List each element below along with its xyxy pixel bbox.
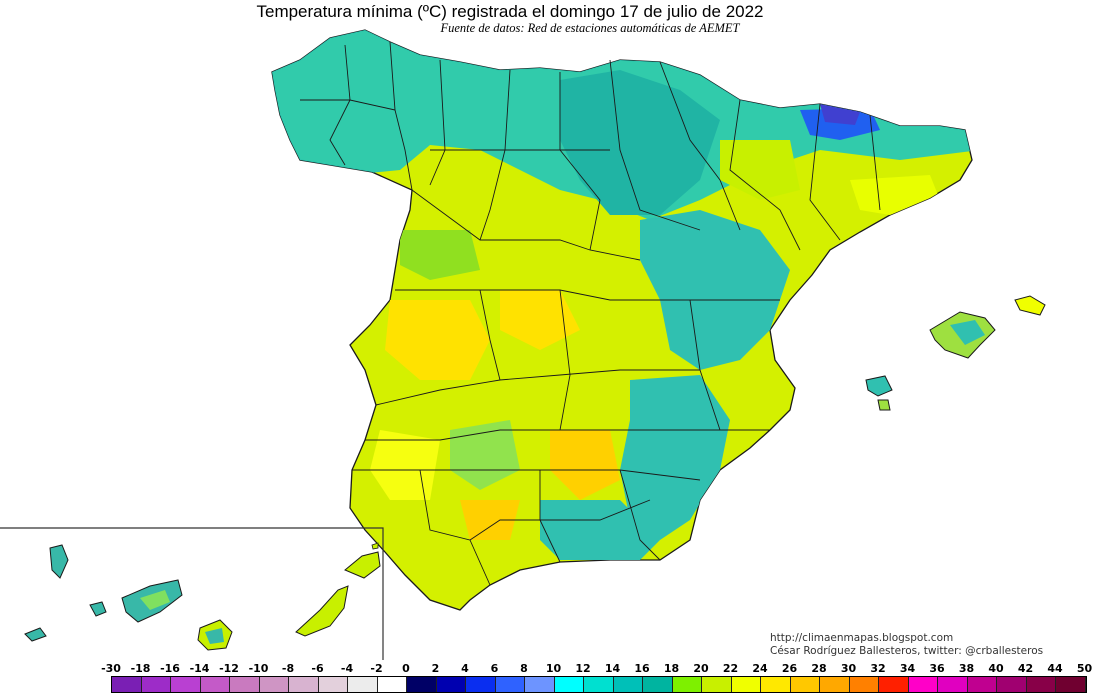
- legend-swatch: [879, 677, 909, 692]
- legend-label: 8: [520, 662, 528, 675]
- legend-label: 34: [899, 662, 916, 675]
- legend-label: 6: [490, 662, 499, 675]
- legend-labels: -30 -18 -16 -14 -12 -10 -8 -6 -4 -2 0 2 4 6 8 10 12 14 16 1…: [97, 662, 1092, 676]
- legend-label: -30: [101, 662, 121, 675]
- legend-label: 38: [958, 662, 975, 675]
- legend-label: 36: [929, 662, 945, 675]
- legend-swatch: [849, 677, 879, 692]
- legend-swatch: [790, 677, 820, 692]
- legend-swatch: [1026, 677, 1056, 692]
- legend-label: -2: [370, 662, 383, 675]
- legend-swatch: [554, 677, 584, 692]
- map-title: Temperatura mínima (ºC) registrada el do…: [256, 2, 764, 21]
- legend-swatch: [672, 677, 702, 692]
- legend-swatch: [938, 677, 968, 692]
- legend-swatch: [259, 677, 289, 692]
- legend-swatch: [289, 677, 319, 692]
- legend-label: -8: [281, 662, 295, 675]
- canary-islands-inset: [0, 527, 384, 660]
- legend-swatch: [318, 677, 348, 692]
- legend-swatch: [112, 677, 142, 692]
- legend-label: 44: [1047, 662, 1063, 675]
- temperature-map: [0, 29, 1046, 660]
- legend-swatch: [643, 677, 673, 692]
- legend-label: 14: [604, 662, 621, 675]
- legend-swatch: [377, 677, 407, 692]
- legend-swatch: [436, 677, 466, 692]
- legend-swatch: [1056, 677, 1086, 692]
- credits: http://climaenmapas.blogspot.com César R…: [770, 632, 1043, 658]
- legend-label: 10: [545, 662, 562, 675]
- legend-swatch: [141, 677, 171, 692]
- legend-label: 4: [461, 662, 469, 675]
- legend-label: 0: [402, 662, 410, 675]
- legend-swatch: [908, 677, 938, 692]
- legend-swatch: [820, 677, 850, 692]
- legend-label: 42: [1017, 662, 1034, 675]
- legend-label: 12: [575, 662, 591, 675]
- legend-swatch: [200, 677, 230, 692]
- legend-label: -12: [219, 662, 239, 675]
- legend-swatch: [761, 677, 791, 692]
- legend-label: 40: [988, 662, 1004, 675]
- legend-label: 50: [1076, 662, 1093, 675]
- balearic-islands: [865, 295, 1046, 411]
- blog-link[interactable]: http://climaenmapas.blogspot.com: [770, 632, 954, 644]
- legend-swatch: [702, 677, 732, 692]
- legend-swatch: [495, 677, 525, 692]
- legend-label: -4: [340, 662, 354, 675]
- legend-label: 2: [431, 662, 440, 675]
- legend-swatch: [967, 677, 997, 692]
- map-subtitle: Fuente de datos: Red de estaciones autom…: [440, 21, 740, 35]
- author-credit: César Rodríguez Ballesteros, twitter: @c…: [770, 645, 1044, 657]
- legend-swatch: [613, 677, 643, 692]
- legend-swatch: [348, 677, 378, 692]
- legend-label: 26: [781, 662, 798, 675]
- legend-label: -16: [160, 662, 180, 675]
- province-borders: [300, 41, 881, 586]
- legend-label: 20: [693, 662, 709, 675]
- color-legend: [111, 676, 1087, 693]
- legend-swatch: [997, 677, 1027, 692]
- legend-swatch: [407, 677, 437, 692]
- legend-swatch: [731, 677, 761, 692]
- peninsula-region: [271, 29, 973, 611]
- legend-label: 22: [722, 662, 739, 675]
- legend-label: 28: [811, 662, 827, 675]
- legend-label: 32: [870, 662, 886, 675]
- legend-label: 24: [752, 662, 768, 675]
- legend-swatch: [525, 677, 555, 692]
- legend-swatch: [584, 677, 614, 692]
- legend-label: -6: [311, 662, 324, 675]
- legend-swatch: [171, 677, 201, 692]
- legend-label: 18: [663, 662, 680, 675]
- legend-label: -14: [189, 662, 210, 675]
- legend-swatch: [230, 677, 260, 692]
- legend-label: -10: [248, 662, 269, 675]
- legend-label: 16: [634, 662, 650, 675]
- legend-label: 30: [840, 662, 857, 675]
- legend-label: -18: [130, 662, 151, 675]
- legend-swatch: [466, 677, 496, 692]
